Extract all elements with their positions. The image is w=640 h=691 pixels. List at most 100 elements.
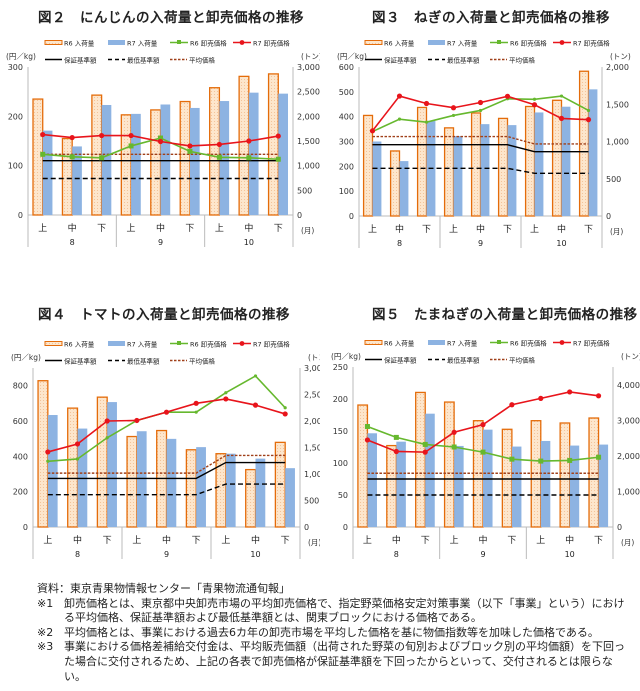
legend-label-r7-price: R7 卸売価格	[573, 39, 610, 48]
footnotes: 資料： 東京青果物情報センター「青果物流通旬報」 ※1 卸売価格とは、東京都中央卸売…	[37, 582, 634, 684]
category-label: 上	[368, 224, 377, 235]
bar-r6-volume	[209, 87, 221, 216]
marker-r6-price	[40, 151, 46, 157]
category-label: 中	[395, 223, 404, 235]
marker-r6-price	[364, 424, 370, 430]
category-label: 上	[215, 223, 224, 234]
right-tick-label: 3,000	[297, 63, 320, 72]
bar-r7-volume	[372, 141, 382, 216]
category-label: 下	[421, 536, 430, 546]
legend-swatch-r6-volume	[44, 341, 63, 346]
bar-r7-volume	[511, 446, 522, 527]
month-label: 10	[565, 550, 575, 559]
bar-r7-volume	[160, 104, 171, 215]
chart-title-tomato: 図４ トマトの入荷量と卸売価格の推移	[38, 307, 290, 323]
marker-r6-price	[451, 113, 456, 118]
bar-r7-volume	[367, 433, 377, 527]
marker-r7-price	[451, 429, 457, 435]
bar-r7-volume	[42, 130, 53, 215]
legend-label-r6-price: R6 卸売価格	[190, 39, 227, 48]
marker-r6-price	[46, 459, 50, 463]
bar-r7-volume	[107, 402, 117, 527]
bar-r7-volume	[396, 441, 406, 527]
marker-r6-price	[275, 156, 281, 162]
category-label: 下	[594, 536, 603, 546]
left-tick-label: 100	[333, 459, 348, 468]
marker-r7-price	[246, 138, 252, 144]
marker-r7-price	[45, 449, 51, 455]
legend-label-r6-price: R6 卸売価格	[190, 340, 227, 349]
x-axis-unit: (月)	[308, 538, 320, 547]
month-label: 9	[480, 550, 485, 559]
category-label: 中	[565, 534, 574, 546]
legend-label-r6-volume: R6 入荷量	[64, 39, 95, 48]
left-axis-unit: (円／kg)	[11, 353, 41, 362]
legend-label-average: 平均価格	[509, 56, 536, 65]
month-label: 10	[244, 238, 254, 247]
right-tick-label: 3,000	[304, 364, 320, 373]
left-tick-label: 200	[339, 162, 354, 171]
right-tick-label: 500	[297, 186, 312, 195]
marker-r7-price	[585, 117, 592, 123]
marker-r6-price	[224, 391, 228, 395]
left-axis-unit: (円／kg)	[331, 352, 361, 361]
marker-r7-price	[504, 93, 511, 99]
left-tick-label: 600	[339, 63, 354, 72]
bar-r6-volume	[179, 100, 191, 216]
right-tick-label: 0	[617, 523, 622, 532]
marker-r7-price	[423, 100, 430, 107]
bar-r6-volume	[470, 112, 482, 217]
legend-label-average: 平均価格	[189, 56, 216, 65]
right-tick-label: 2,000	[617, 452, 640, 461]
bar-r7-volume	[480, 124, 490, 216]
category-label: 下	[503, 225, 512, 235]
marker-r7-price	[393, 448, 399, 455]
bar-r6-volume	[389, 150, 401, 217]
left-tick-label: 100	[8, 162, 23, 171]
bar-r7-volume	[285, 468, 295, 527]
marker-r6-price	[451, 444, 457, 450]
category-label: 中	[478, 534, 487, 546]
marker-r7-price	[567, 389, 573, 395]
marker-r7-price	[99, 132, 105, 139]
right-tick-label: 1,500	[304, 444, 320, 453]
marker-r6-price	[480, 449, 486, 455]
category-label: 下	[507, 536, 516, 546]
month-label: 10	[250, 550, 260, 559]
right-axis-unit: (トン)	[308, 353, 320, 362]
right-tick-label: 0	[304, 523, 309, 532]
legend-label-r6-volume: R6 入荷量	[64, 340, 95, 349]
category-label: 上	[363, 535, 372, 546]
note-source: 資料： 東京青果物情報センター「青果物流通旬報」	[37, 582, 290, 595]
marker-r6-price	[216, 154, 222, 160]
bar-r7-volume	[131, 113, 141, 215]
marker-r7-price	[216, 141, 222, 148]
chart-title-negi: 図３ ねぎの入荷量と卸売価格の推移	[372, 10, 610, 26]
left-tick-label: 500	[339, 88, 354, 97]
legend-label-guarantee: 保証基準額	[384, 56, 417, 65]
category-label: 下	[192, 536, 201, 546]
bar-r7-volume	[598, 444, 609, 527]
marker-r6-price	[559, 94, 564, 98]
legend-marker-r6-price	[177, 341, 181, 345]
right-tick-label: 2,000	[297, 112, 320, 121]
category-label: 中	[251, 534, 260, 546]
category-label: 下	[274, 224, 283, 234]
right-tick-label: 0	[606, 212, 611, 221]
note-3: ※3 事業における価格差補給交付金は、平均販売価額（出荷された野菜の旬別およびブロ…	[37, 640, 625, 683]
legend-label-r7-price: R7 卸売価格	[253, 39, 290, 48]
chart-title-carrot: 図２ にんじんの入荷量と卸売価格の推移	[38, 10, 304, 26]
legend-marker-r7-price	[559, 40, 565, 45]
bar-r6-volume	[120, 114, 132, 216]
bar-r7-volume	[425, 413, 435, 527]
chart-title-onion: 図５ たまねぎの入荷量と卸売価格の推移	[372, 307, 638, 323]
marker-r7-price	[134, 417, 140, 424]
marker-r7-price	[104, 418, 110, 424]
bar-r6-volume	[126, 435, 138, 528]
category-label: 中	[68, 222, 77, 234]
bar-r7-volume	[454, 445, 464, 527]
marker-r7-price	[422, 449, 428, 455]
bar-r6-volume	[357, 404, 369, 528]
marker-r7-price	[252, 402, 259, 408]
marker-r7-price	[531, 102, 538, 108]
